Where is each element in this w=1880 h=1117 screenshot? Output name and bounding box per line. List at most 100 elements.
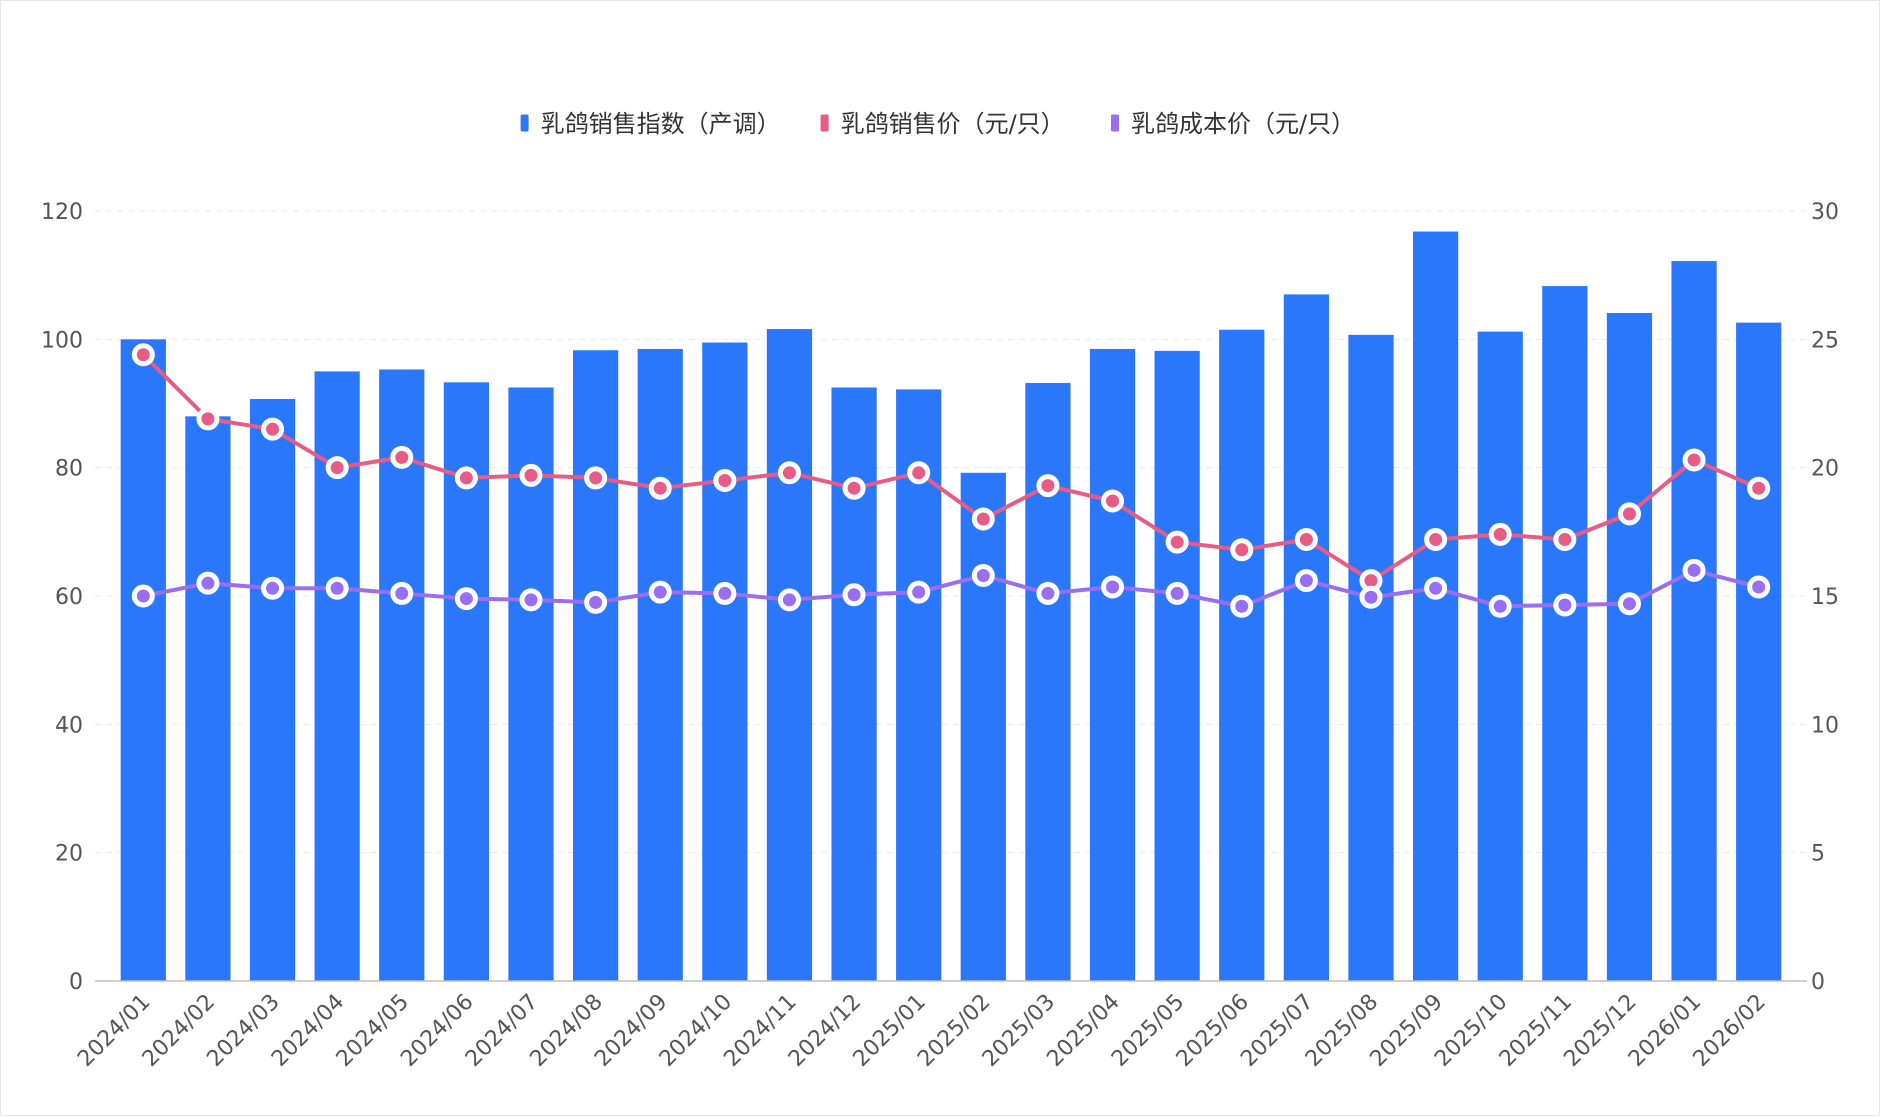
line-point[interactable] bbox=[261, 576, 285, 600]
line-point[interactable] bbox=[1165, 530, 1189, 554]
line-point[interactable] bbox=[907, 461, 931, 485]
line-point[interactable] bbox=[131, 584, 155, 608]
legend-label[interactable]: 乳鸽成本价（元/只） bbox=[1131, 110, 1355, 138]
line-point[interactable] bbox=[390, 445, 414, 469]
left-axis-tick-label: 60 bbox=[55, 585, 83, 610]
bar[interactable] bbox=[1736, 322, 1782, 981]
bar[interactable] bbox=[1671, 261, 1717, 981]
left-axis-tick-label: 40 bbox=[55, 713, 83, 738]
line-point[interactable] bbox=[713, 469, 737, 492]
line-point[interactable] bbox=[1036, 474, 1060, 498]
bar[interactable] bbox=[766, 329, 813, 982]
line-point[interactable] bbox=[454, 466, 478, 490]
line-point[interactable] bbox=[1424, 576, 1448, 600]
line-point[interactable] bbox=[584, 590, 608, 614]
x-axis: 2024/012024/022024/032024/042024/052024/… bbox=[73, 980, 1807, 1072]
line-point[interactable] bbox=[713, 581, 737, 605]
line-point[interactable] bbox=[1101, 489, 1125, 513]
bar[interactable] bbox=[185, 416, 231, 981]
legend-label[interactable]: 乳鸽销售价（元/只） bbox=[841, 110, 1065, 138]
line-point[interactable] bbox=[584, 466, 608, 490]
line-point[interactable] bbox=[971, 507, 995, 531]
line-point[interactable] bbox=[1617, 592, 1641, 616]
line-point[interactable] bbox=[1424, 528, 1448, 552]
line-point[interactable] bbox=[1747, 575, 1771, 599]
line-point[interactable] bbox=[1617, 502, 1641, 526]
bar[interactable] bbox=[831, 387, 877, 981]
left-axis-tick-label: 100 bbox=[41, 328, 83, 353]
left-axis-tick-label: 20 bbox=[55, 842, 83, 867]
bar[interactable] bbox=[120, 339, 166, 981]
bar[interactable] bbox=[1025, 382, 1071, 981]
bar[interactable] bbox=[379, 369, 425, 981]
legend-marker[interactable] bbox=[1111, 114, 1119, 132]
bar[interactable] bbox=[1219, 329, 1265, 981]
line-point[interactable] bbox=[777, 588, 801, 612]
line-point[interactable] bbox=[1682, 558, 1706, 582]
line-point[interactable] bbox=[1359, 585, 1383, 609]
left-axis-tick-label: 0 bbox=[69, 970, 83, 995]
line-point[interactable] bbox=[1553, 593, 1577, 617]
bar[interactable] bbox=[1413, 231, 1459, 982]
line-point[interactable] bbox=[1230, 538, 1254, 562]
left-axis: 0 20 40 60 80 100 120 bbox=[41, 200, 83, 995]
line-point[interactable] bbox=[390, 581, 414, 605]
line-point[interactable] bbox=[325, 576, 349, 600]
legend-marker[interactable] bbox=[520, 114, 529, 132]
bar[interactable] bbox=[896, 389, 942, 982]
line-point[interactable] bbox=[131, 343, 155, 367]
line-point[interactable] bbox=[842, 583, 866, 607]
right-axis-tick-label: 15 bbox=[1811, 585, 1839, 610]
line-point[interactable] bbox=[1488, 522, 1512, 546]
line-point[interactable] bbox=[454, 587, 478, 611]
line-point[interactable] bbox=[196, 571, 220, 595]
line-point[interactable] bbox=[971, 563, 995, 587]
bar[interactable] bbox=[637, 348, 683, 981]
right-axis-tick-label: 20 bbox=[1811, 457, 1839, 482]
legend[interactable]: 乳鸽销售指数（产调） 乳鸽销售价（元/只） 乳鸽成本价（元/只） bbox=[520, 110, 1355, 138]
line-point[interactable] bbox=[1036, 581, 1060, 605]
line-point[interactable] bbox=[261, 417, 285, 441]
line-point[interactable] bbox=[907, 580, 931, 604]
line-point[interactable] bbox=[1230, 594, 1254, 618]
line-point[interactable] bbox=[519, 588, 543, 612]
line-point[interactable] bbox=[1747, 476, 1771, 500]
right-axis-tick-label: 30 bbox=[1811, 200, 1839, 225]
bar[interactable] bbox=[1089, 348, 1136, 981]
line-point[interactable] bbox=[519, 463, 543, 487]
bar[interactable] bbox=[573, 350, 619, 981]
line-point[interactable] bbox=[1294, 528, 1318, 552]
bar-series bbox=[120, 231, 1782, 982]
line-point[interactable] bbox=[1165, 581, 1189, 605]
line-point[interactable] bbox=[1101, 575, 1125, 599]
bar[interactable] bbox=[1477, 331, 1523, 982]
left-axis-tick-label: 80 bbox=[55, 457, 83, 482]
bar[interactable] bbox=[1542, 286, 1588, 981]
legend-label[interactable]: 乳鸽销售指数（产调） bbox=[541, 110, 781, 138]
bar[interactable] bbox=[249, 399, 296, 982]
right-axis-tick-label: 25 bbox=[1811, 328, 1839, 353]
line-point[interactable] bbox=[648, 476, 672, 500]
line-series bbox=[131, 343, 1771, 618]
right-axis-tick-label: 10 bbox=[1811, 713, 1839, 738]
bar[interactable] bbox=[1283, 294, 1329, 982]
line-point[interactable] bbox=[196, 407, 220, 431]
line-point[interactable] bbox=[1294, 569, 1318, 593]
line-point[interactable] bbox=[842, 476, 866, 500]
legend-marker[interactable] bbox=[820, 114, 829, 132]
bar[interactable] bbox=[1606, 313, 1653, 981]
bar[interactable] bbox=[702, 342, 748, 982]
right-axis-tick-label: 0 bbox=[1811, 970, 1825, 995]
line-point[interactable] bbox=[648, 580, 672, 604]
bar[interactable] bbox=[1154, 350, 1200, 982]
bar[interactable] bbox=[1348, 334, 1394, 981]
line-point[interactable] bbox=[777, 461, 801, 485]
right-axis-tick-label: 5 bbox=[1811, 842, 1825, 867]
bar[interactable] bbox=[960, 472, 1006, 981]
line-point[interactable] bbox=[1682, 448, 1706, 472]
line-point[interactable] bbox=[1553, 528, 1577, 552]
line-point[interactable] bbox=[325, 456, 349, 480]
line-point[interactable] bbox=[1488, 594, 1512, 618]
